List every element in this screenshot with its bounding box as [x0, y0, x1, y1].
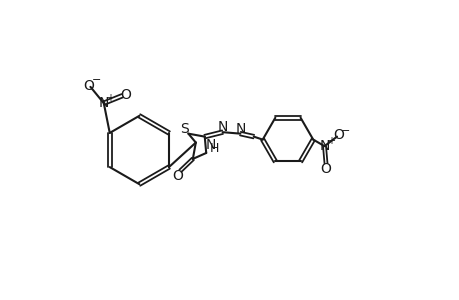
Text: O: O [320, 162, 331, 176]
Text: O: O [84, 79, 94, 93]
Text: +: + [326, 136, 334, 146]
Text: O: O [119, 88, 130, 102]
Text: N: N [319, 139, 329, 153]
Text: +: + [106, 93, 114, 103]
Text: N: N [98, 96, 109, 110]
Text: S: S [180, 122, 189, 136]
Text: −: − [341, 126, 350, 136]
Text: N: N [235, 122, 245, 136]
Text: O: O [172, 169, 182, 183]
Text: N: N [205, 138, 215, 152]
Text: O: O [332, 128, 343, 142]
Text: N: N [217, 120, 227, 134]
Text: −: − [91, 75, 101, 85]
Text: H: H [209, 142, 219, 155]
